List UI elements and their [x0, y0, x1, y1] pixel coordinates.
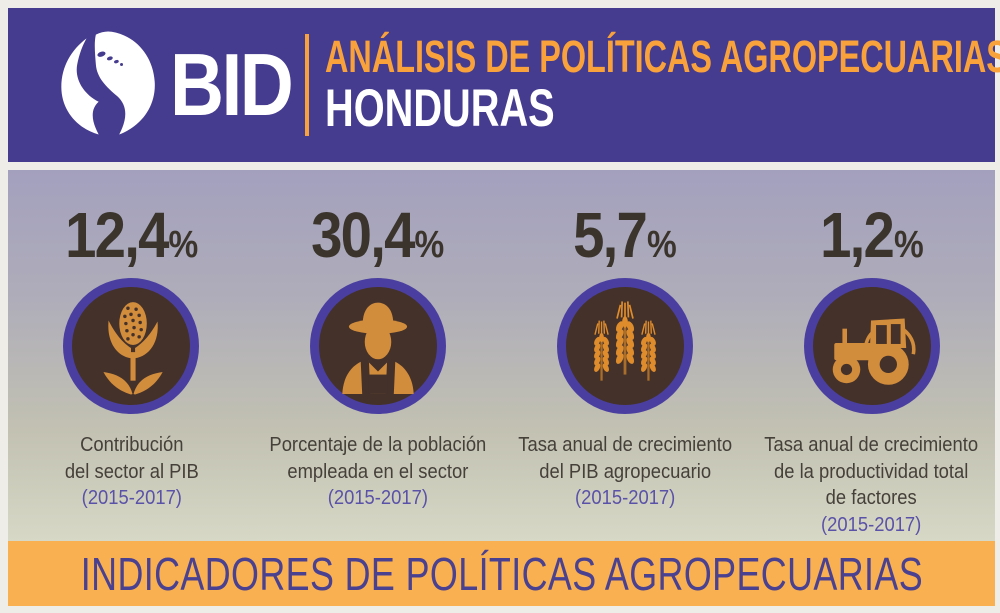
caption-period: (2015-2017) [821, 513, 922, 536]
header-banner: BID ANÁLISIS DE POLÍTICAS AGROPECUARIAS … [8, 8, 1000, 162]
stat-value: 30,4% [312, 198, 445, 271]
stat-badge [556, 278, 693, 414]
stat-number: 30,4 [311, 199, 416, 271]
stat-caption: Porcentaje de la población empleada en e… [270, 432, 487, 512]
caption-line: Contribución [79, 434, 184, 456]
caption-line: del PIB agropecuario [538, 460, 711, 483]
caption-period: (2015-2017) [574, 487, 675, 509]
report-title: ANÁLISIS DE POLÍTICAS AGROPECUARIAS [324, 31, 1000, 82]
caption-line: del sector al PIB [64, 460, 199, 483]
stat-number: 12,4 [64, 199, 169, 271]
stat-badge [63, 278, 200, 414]
stat-column-gdp-contribution: 12,4% [8, 170, 255, 541]
caption-period: (2015-2017) [327, 487, 429, 509]
caption-line: de factores [826, 487, 918, 509]
caption-period: (2015-2017) [81, 487, 182, 509]
percent-sign: % [414, 224, 445, 266]
percent-sign: % [168, 224, 198, 266]
percent-sign: % [646, 224, 677, 266]
stat-caption: Tasa anual de crecimiento de la producti… [765, 432, 979, 538]
idb-globe-logo-icon [61, 31, 155, 135]
caption-line: Porcentaje de la población [269, 434, 487, 456]
stat-caption: Tasa anual de crecimiento del PIB agrope… [518, 432, 732, 512]
caption-line: de la productividad total [774, 460, 969, 483]
farmer-icon [342, 302, 414, 394]
corn-icon [103, 302, 163, 395]
tractor-icon [832, 318, 916, 385]
wheat-icon [574, 295, 676, 397]
stat-badge [803, 278, 940, 414]
stat-value: 5,7% [573, 198, 677, 271]
stat-column-employment: 30,4% [255, 170, 502, 541]
percent-sign: % [893, 224, 924, 266]
stat-caption: Contribución del sector al PIB (2015-201… [64, 432, 198, 512]
stat-column-productivity: 1,2% [748, 170, 995, 541]
stat-column-gdp-growth: 5,7% [502, 170, 749, 541]
stat-number: 5,7 [573, 199, 648, 271]
stat-badge [310, 278, 447, 414]
header-titles: ANÁLISIS DE POLÍTICAS AGROPECUARIAS HOND… [325, 33, 1000, 137]
caption-line: Tasa anual de crecimiento [764, 434, 979, 456]
header-divider [304, 34, 309, 136]
caption-line: empleada en el sector [287, 460, 469, 483]
country-name: HONDURAS [324, 79, 555, 138]
stat-value: 12,4% [65, 198, 198, 271]
footer-banner: INDICADORES DE POLÍTICAS AGROPECUARIAS [8, 541, 995, 606]
stats-band: 12,4% [8, 170, 995, 541]
logo-text: BID [170, 35, 294, 134]
stat-value: 1,2% [820, 198, 924, 271]
stat-number: 1,2 [819, 199, 895, 271]
footer-title: INDICADORES DE POLÍTICAS AGROPECUARIAS [80, 547, 923, 600]
caption-line: Tasa anual de crecimiento [517, 434, 732, 456]
